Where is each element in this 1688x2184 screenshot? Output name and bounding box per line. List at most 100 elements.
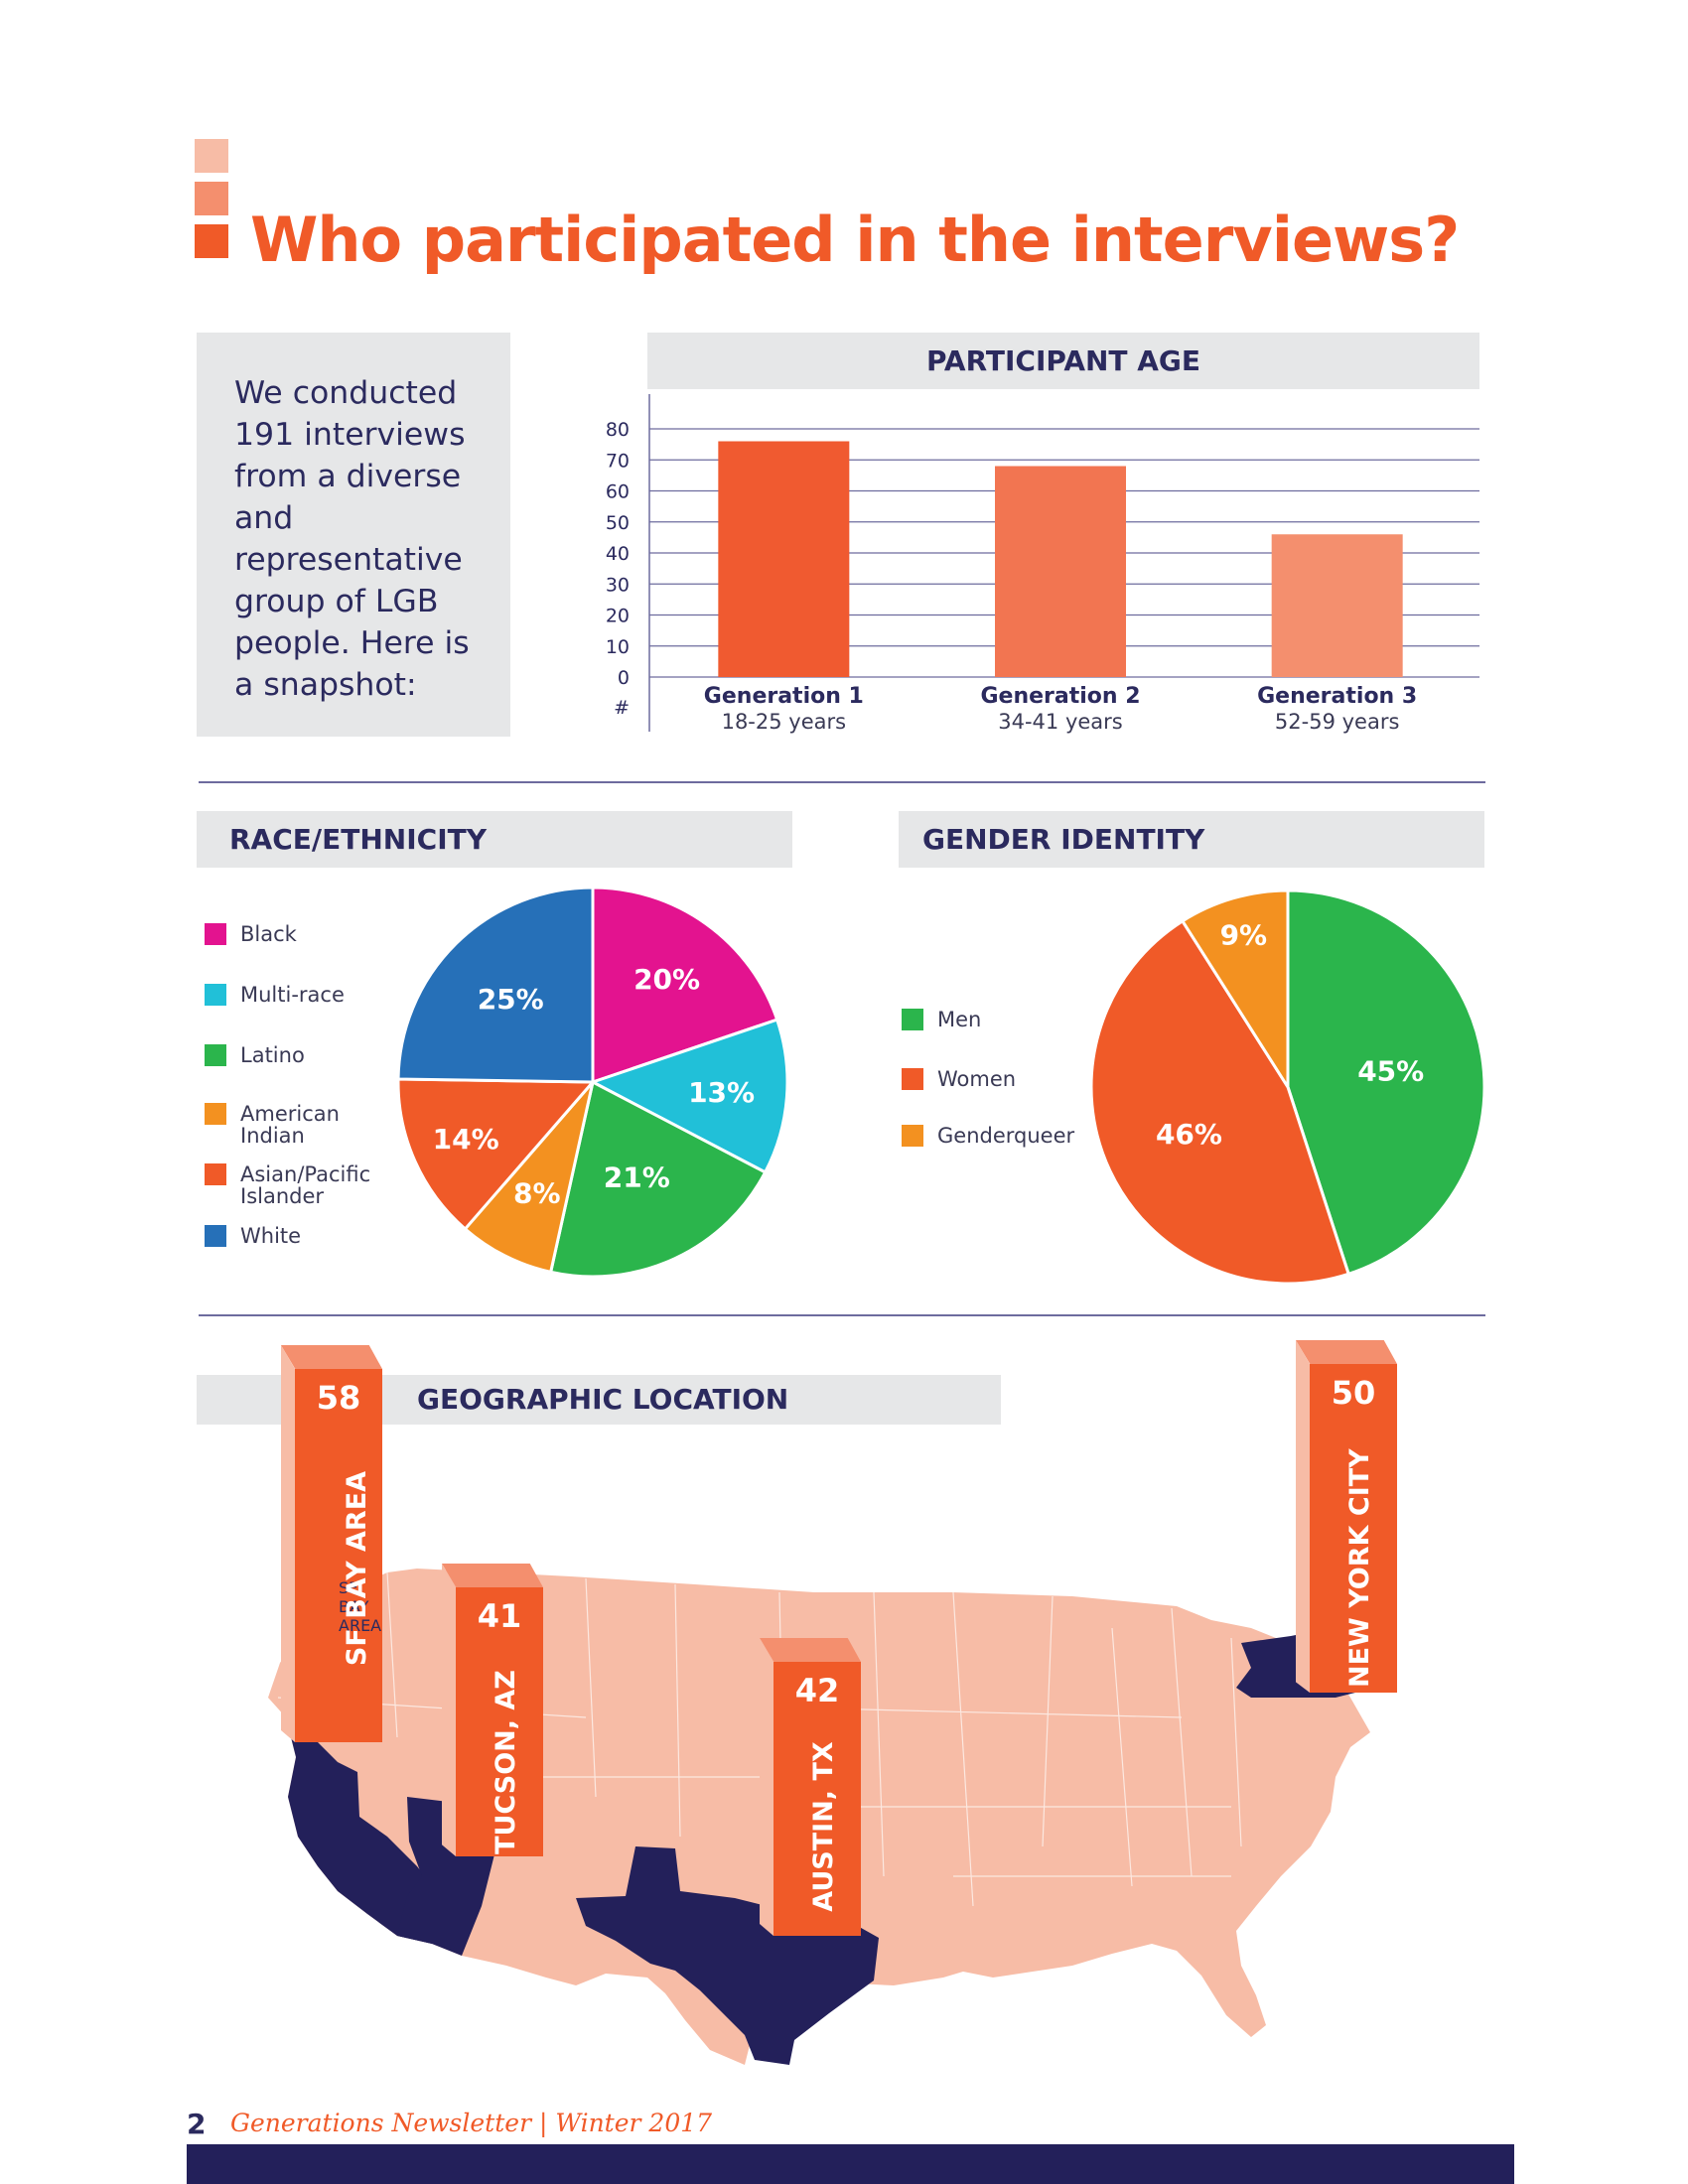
pie-slice-label: 45% [1357, 1055, 1424, 1088]
pillar-label-sf-bay-area: SF BAY AREA [342, 1470, 372, 1667]
legend-swatch [902, 1009, 923, 1030]
legend-item-latino: Latino [205, 1044, 305, 1066]
pillar-side [1296, 1340, 1310, 1693]
pie-slice-label: 8% [513, 1177, 561, 1210]
bar [718, 441, 850, 677]
pillar-front [1310, 1364, 1397, 1693]
legend-item-men: Men [902, 1009, 981, 1030]
x-category-label: Generation 2 [980, 684, 1140, 709]
pie-slice-label: 13% [688, 1076, 755, 1109]
pie-slice [591, 886, 779, 1085]
title-deco-square-dark [195, 224, 228, 258]
pillar-count-tucson: 41 [477, 1597, 522, 1635]
legend-item-multi-race: Multi-race [205, 984, 345, 1006]
age-chart-title: PARTICIPANT AGE [925, 344, 1201, 377]
race-pie-chart: 20% 13% 21% 8% 14% 25% [396, 886, 789, 1279]
pillar-side [442, 1564, 456, 1856]
legend-swatch [205, 1103, 226, 1125]
race-chart-title: RACE/ETHNICITY [229, 823, 487, 856]
page-number: 2 [187, 2108, 207, 2140]
page-title: Who participated in the interviews? [250, 204, 1460, 276]
pillar-tucson: 41 [442, 1564, 543, 1856]
legend-label-asian-pacific-islander: Asian/Pacific Islander [240, 1162, 371, 1208]
bar [995, 466, 1126, 677]
y-tick-label: 50 [606, 512, 630, 534]
pie-slice-label: 21% [604, 1160, 670, 1193]
legend-swatch [205, 984, 226, 1006]
title-deco-square-light [195, 139, 228, 173]
pie-slice [463, 1081, 595, 1275]
pie-slice [1180, 888, 1290, 1093]
legend-item-white: White [205, 1225, 301, 1247]
geo-title: GEOGRAPHIC LOCATION [417, 1383, 789, 1416]
legend-swatch [902, 1068, 923, 1090]
pillar-top [281, 1345, 382, 1369]
pillar-sf-bay-area: 58 SF BAY AREA [281, 1345, 382, 1742]
pillar-top [1296, 1340, 1397, 1364]
pillar-side [281, 1345, 295, 1742]
gender-chart-header: GENDER IDENTITY [899, 811, 1484, 868]
pie-slice [1089, 918, 1351, 1286]
legend-swatch [205, 1163, 226, 1185]
pillar-count-sf: 58 [316, 1379, 361, 1417]
bar [1271, 534, 1403, 677]
y-tick-label: 40 [606, 543, 630, 565]
pie-slice-label: 9% [1220, 918, 1268, 951]
race-chart-header: RACE/ETHNICITY [197, 811, 792, 868]
gender-pie-chart: 45% 46% 9% [1089, 888, 1486, 1286]
x-subcategory-label: 52-59 years [1275, 710, 1400, 734]
pillar-top [442, 1564, 543, 1587]
legend-swatch [205, 1044, 226, 1066]
pie-slice [396, 1077, 597, 1232]
y-tick-label: 30 [606, 574, 630, 596]
intro-text: We conducted 191 interviews from a diver… [234, 375, 470, 703]
title-deco-square-mid [195, 182, 228, 215]
pie-slice-label: 14% [433, 1123, 499, 1156]
pie-slice [548, 1079, 768, 1279]
legend-label-genderqueer: Genderqueer [937, 1124, 1075, 1148]
divider-2 [199, 1314, 1485, 1316]
footer-bar [187, 2144, 1514, 2184]
pillar-front [295, 1369, 382, 1742]
pie-slice-label: 46% [1156, 1118, 1222, 1151]
legend-label-latino: Latino [240, 1043, 305, 1067]
y-axis-unit: # [614, 697, 630, 719]
pillar-front [456, 1587, 543, 1856]
legend-label-multi-race: Multi-race [240, 983, 345, 1007]
legend-swatch [902, 1125, 923, 1147]
publication-name: Generations Newsletter | Winter 2017 [230, 2109, 713, 2137]
y-tick-label: 80 [606, 419, 630, 441]
y-tick-label: 60 [606, 481, 630, 503]
x-subcategory-label: 18-25 years [722, 710, 847, 734]
legend-item-women: Women [902, 1068, 1016, 1090]
legend-label-white: White [240, 1224, 302, 1248]
pie-slice-label: 20% [633, 963, 700, 996]
legend-label-black: Black [240, 922, 297, 946]
y-tick-label: 20 [606, 606, 630, 627]
intro-panel: We conducted 191 interviews from a diver… [197, 333, 510, 737]
pie-slice-label: 25% [478, 983, 544, 1016]
age-bar-chart: 0 10 20 30 40 50 60 70 80 # Generation 118-25 year… [606, 394, 1479, 734]
texas-shape [576, 1846, 879, 2065]
pie-slice [589, 1018, 789, 1174]
pillar-front [774, 1662, 861, 1936]
gender-chart-title: GENDER IDENTITY [922, 823, 1205, 856]
pie-slice [396, 886, 595, 1084]
pillar-label-tucson: TUCSON, AZ [491, 1670, 521, 1854]
y-tick-label: 0 [618, 667, 630, 689]
y-tick-label: 70 [606, 450, 630, 472]
pillar-top [760, 1638, 861, 1662]
x-category-label: Generation 1 [704, 684, 864, 709]
pillar-new-york: 50 [1296, 1340, 1397, 1693]
legend-label-american-indian: American Indian [240, 1102, 340, 1148]
pillar-count-nyc: 50 [1331, 1374, 1376, 1412]
pillar-side [760, 1638, 774, 1936]
legend-item-black: Black [205, 923, 297, 945]
legend-label-women: Women [937, 1067, 1017, 1091]
legend-item-genderqueer: Genderqueer [902, 1125, 1074, 1147]
pillar-label-nyc: NEW YORK CITY [1344, 1448, 1375, 1688]
legend-item-asian-pacific-islander: Asian/Pacific Islander [205, 1163, 389, 1207]
pillar-count-austin: 42 [794, 1672, 840, 1709]
age-chart-header: PARTICIPANT AGE [647, 333, 1479, 389]
divider-1 [199, 781, 1485, 783]
